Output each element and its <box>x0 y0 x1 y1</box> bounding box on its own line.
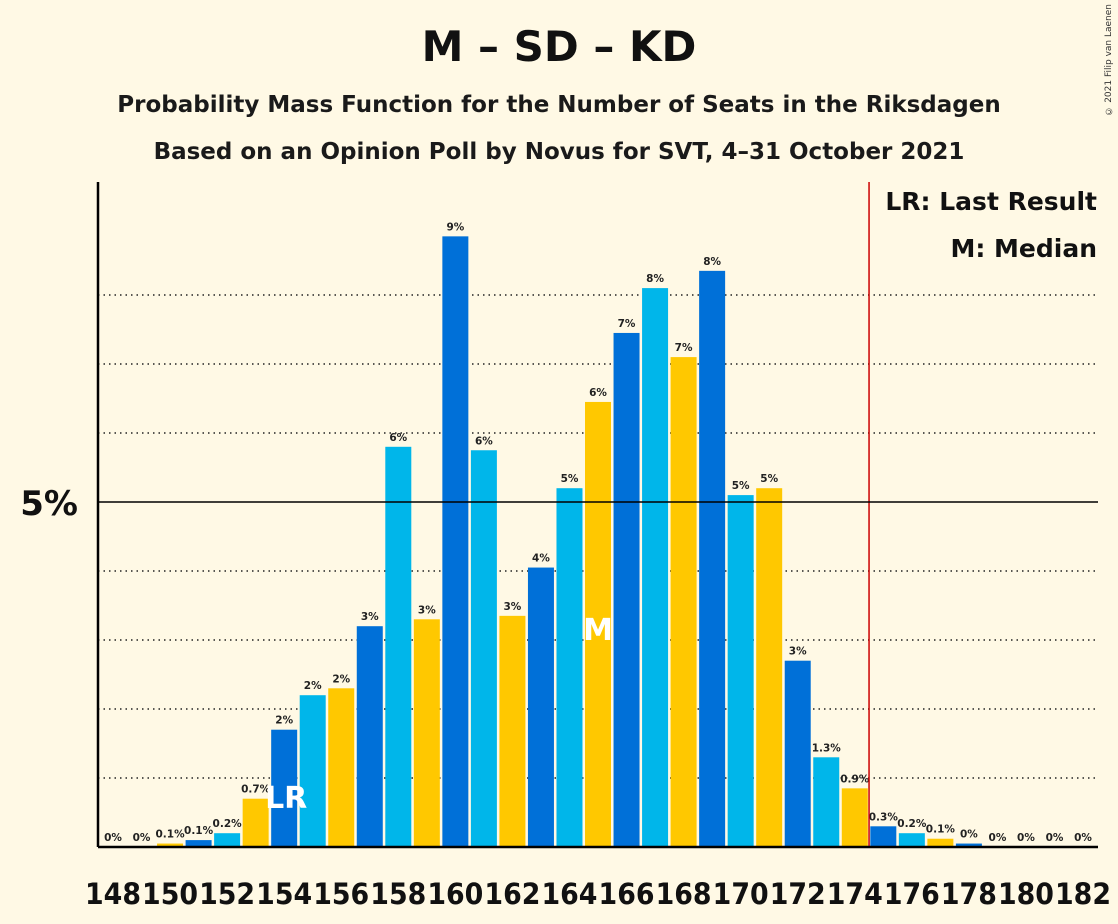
bar <box>185 840 212 847</box>
bar <box>813 757 840 847</box>
bar <box>271 729 298 847</box>
bar <box>385 446 412 847</box>
data-label: 0% <box>133 832 151 844</box>
data-label: 0.1% <box>155 829 185 841</box>
data-label: 5% <box>732 480 750 492</box>
x-tick-label: 172 <box>770 877 826 911</box>
bar <box>870 826 897 847</box>
data-label: 3% <box>361 611 379 623</box>
data-label: 5% <box>760 473 778 485</box>
bar <box>613 332 640 847</box>
bar <box>499 615 526 847</box>
bar <box>556 488 583 847</box>
x-tick-label: 182 <box>1055 877 1111 911</box>
data-label: 0.1% <box>184 825 214 837</box>
data-label: 7% <box>618 318 636 330</box>
bar <box>328 688 355 847</box>
median-marker: M <box>583 613 613 648</box>
bar <box>841 788 868 847</box>
bar <box>699 270 726 848</box>
x-tick-label: 160 <box>427 877 483 911</box>
legend-last-result: LR: Last Result <box>885 187 1097 216</box>
data-label: 8% <box>703 256 721 268</box>
x-tick-label: 154 <box>256 877 312 911</box>
x-tick-label: 152 <box>199 877 255 911</box>
data-label: 0% <box>960 829 978 841</box>
data-label: 2% <box>304 680 322 692</box>
data-label: 6% <box>475 435 493 447</box>
data-label: 9% <box>446 221 464 233</box>
bar <box>927 838 954 847</box>
x-tick-label: 150 <box>142 877 198 911</box>
bar <box>157 843 184 847</box>
data-label: 0.2% <box>897 818 927 830</box>
bar <box>784 660 811 847</box>
data-label: 0.7% <box>241 784 271 796</box>
data-label: 0% <box>1046 832 1064 844</box>
data-label: 5% <box>561 473 579 485</box>
x-tick-label: 158 <box>370 877 426 911</box>
data-label: 3% <box>789 646 807 658</box>
chart-subtitle: Probability Mass Function for the Number… <box>117 92 1001 118</box>
legend-median: M: Median <box>950 234 1097 263</box>
x-tick-label: 164 <box>541 877 597 911</box>
bar <box>442 236 469 848</box>
y-tick-label: 5% <box>20 484 78 524</box>
data-label: 0.2% <box>213 818 243 830</box>
bar <box>898 833 925 847</box>
data-label: 0.9% <box>840 773 870 785</box>
bar <box>470 450 497 847</box>
bar <box>585 401 612 847</box>
x-tick-label: 148 <box>85 877 141 911</box>
bar <box>413 619 440 847</box>
x-tick-label: 176 <box>884 877 940 911</box>
data-label: 0% <box>1017 832 1035 844</box>
data-label: 0.3% <box>869 811 899 823</box>
data-label: 0% <box>104 832 122 844</box>
data-label: 1.3% <box>812 742 842 754</box>
data-label: 6% <box>589 387 607 399</box>
bar <box>727 495 754 847</box>
data-label: 0% <box>989 832 1007 844</box>
x-tick-label: 178 <box>941 877 997 911</box>
bar <box>356 626 383 847</box>
bar <box>642 288 669 848</box>
data-label: 3% <box>418 604 436 616</box>
x-tick-label: 170 <box>713 877 769 911</box>
x-tick-labels: 148 150 152 154 156 158 160 162 164 166 168 170 172 1… <box>85 877 1111 911</box>
data-label: 4% <box>532 553 550 565</box>
data-label: 7% <box>675 342 693 354</box>
data-label: 8% <box>646 273 664 285</box>
bar <box>670 357 697 847</box>
bar <box>527 567 554 847</box>
chart-title: M – SD – KD <box>421 22 697 71</box>
data-label: 2% <box>332 673 350 685</box>
x-tick-label: 174 <box>827 877 883 911</box>
data-label: 2% <box>275 715 293 727</box>
bar <box>214 833 241 847</box>
x-tick-label: 162 <box>484 877 540 911</box>
data-label: 0% <box>1074 832 1092 844</box>
data-label: 0.1% <box>926 824 956 836</box>
x-tick-label: 168 <box>656 877 712 911</box>
bar <box>756 488 783 847</box>
bars <box>157 236 982 848</box>
bar <box>299 695 326 847</box>
x-tick-label: 180 <box>998 877 1054 911</box>
last-result-marker: LR <box>265 781 307 816</box>
data-label: 6% <box>389 432 407 444</box>
annotations: 0% 0% 0.1% 0.1%0.2%0.7%2%LR2%2%3%6%3%9%6%3%… <box>104 221 1092 844</box>
bar <box>955 843 982 847</box>
x-tick-label: 166 <box>599 877 655 911</box>
x-tick-label: 156 <box>313 877 369 911</box>
bar <box>242 798 269 847</box>
chart-source: Based on an Opinion Poll by Novus for SV… <box>153 139 965 165</box>
data-label: 3% <box>504 601 522 613</box>
